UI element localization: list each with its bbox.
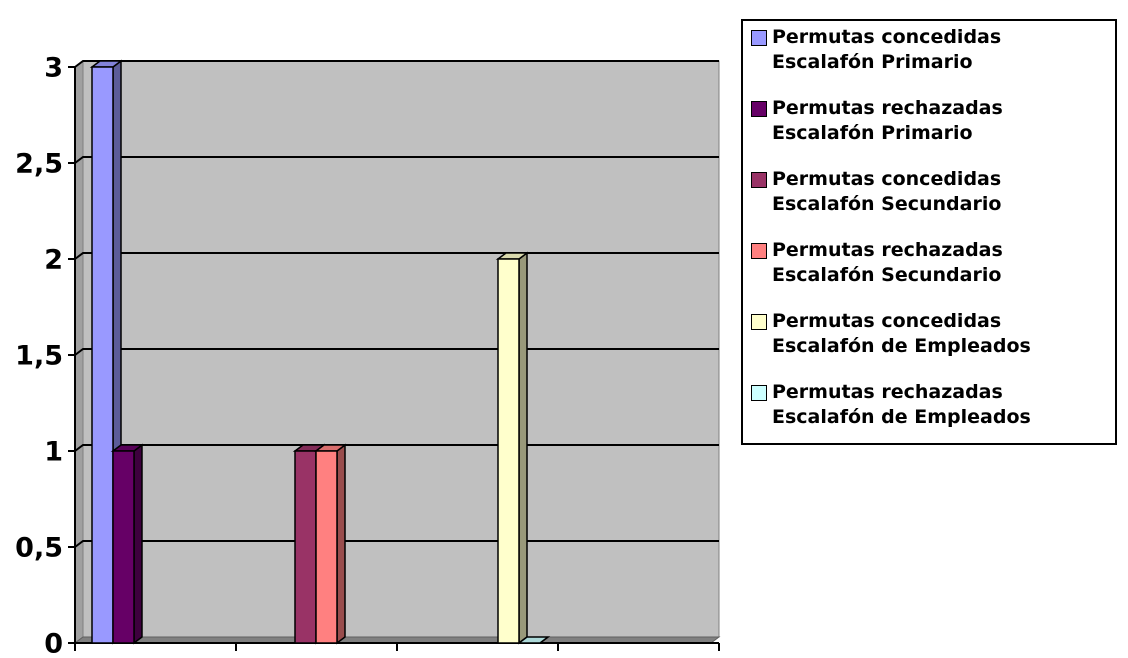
bar-front xyxy=(497,258,520,644)
legend-label: Permutas concedidas Escalafón Secundario xyxy=(772,168,1002,215)
legend-entry: Permutas concedidas Escalafón de Emplead… xyxy=(751,309,1107,380)
legend-label: Permutas concedidas Escalafón Primario xyxy=(772,26,1002,73)
bar-front xyxy=(294,450,317,644)
bar-top xyxy=(516,636,551,644)
bar xyxy=(495,251,530,645)
bar xyxy=(516,636,551,644)
legend-label: Permutas rechazadas Escalafón Secundario xyxy=(772,239,1003,286)
legend-label: Permutas rechazadas Escalafón de Emplead… xyxy=(772,381,1031,428)
bar-side xyxy=(133,443,143,645)
bar-side xyxy=(518,251,528,645)
legend-label: Permutas rechazadas Escalafón Primario xyxy=(772,97,1003,144)
y-tick-label: 1,5 xyxy=(15,341,63,372)
bar-front xyxy=(315,450,338,644)
y-tick-label: 1 xyxy=(44,437,63,468)
legend-swatch xyxy=(751,172,767,188)
bar xyxy=(110,443,145,645)
legend-swatch xyxy=(751,314,767,330)
bar-front xyxy=(91,66,114,644)
legend-swatch xyxy=(751,385,767,401)
legend-swatch xyxy=(751,243,767,259)
y-tick-label: 0 xyxy=(44,629,63,658)
legend-label: Permutas concedidas Escalafón de Emplead… xyxy=(772,310,1031,357)
bar-front xyxy=(112,450,135,644)
y-tick-label: 2,5 xyxy=(15,149,63,180)
legend-swatch xyxy=(751,30,767,46)
legend-entry: Permutas concedidas Escalafón Primario xyxy=(751,25,1107,96)
y-tick-label: 3 xyxy=(44,53,63,84)
y-tick-label: 0,5 xyxy=(15,533,63,564)
y-tick-label: 2 xyxy=(44,245,63,276)
legend-entry: Permutas rechazadas Escalafón Primario xyxy=(751,96,1107,167)
legend-entry: Permutas rechazadas Escalafón Secundario xyxy=(751,238,1107,309)
grid-line xyxy=(74,60,719,68)
legend-entry: Permutas rechazadas Escalafón de Emplead… xyxy=(751,380,1107,451)
bar xyxy=(313,443,348,645)
legend-entry: Permutas concedidas Escalafón Secundario xyxy=(751,167,1107,238)
legend: Permutas concedidas Escalafón Primario Pe… xyxy=(741,19,1117,445)
legend-swatch xyxy=(751,101,767,117)
grid-line xyxy=(74,156,719,164)
bar-side xyxy=(336,443,346,645)
